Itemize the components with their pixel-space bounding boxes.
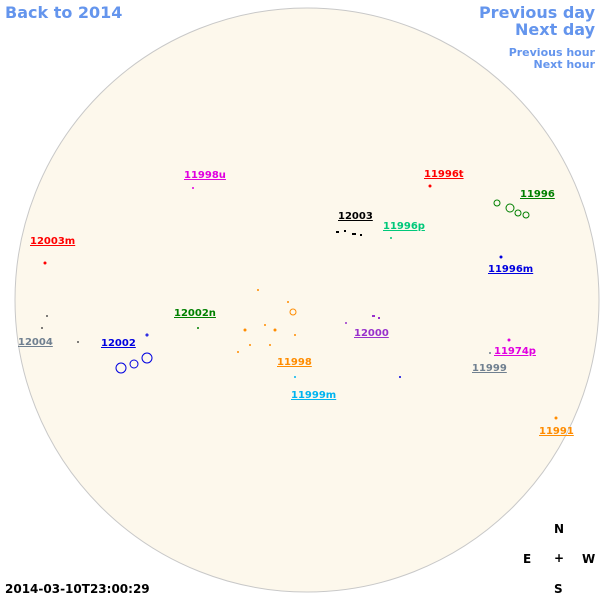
region-label[interactable]: 12002n — [174, 308, 216, 319]
back-link[interactable]: Back to 2014 — [5, 3, 123, 22]
next-day-link[interactable]: Next day — [515, 20, 595, 39]
compass-south: S — [554, 582, 563, 596]
previous-hour-link[interactable]: Previous hour — [508, 46, 595, 59]
compass-center: + — [554, 551, 565, 565]
region-label[interactable]: 12004 — [18, 337, 53, 348]
region-label[interactable]: 12003 — [338, 211, 373, 222]
region-label[interactable]: 11996p — [383, 221, 425, 232]
region-label[interactable]: 12002 — [101, 338, 136, 349]
compass-north: N — [554, 522, 565, 536]
region-label[interactable]: 11998u — [184, 170, 226, 181]
region-label[interactable]: 11998 — [277, 357, 312, 368]
region-label[interactable]: 11974p — [494, 346, 536, 357]
region-label[interactable]: 11991 — [539, 426, 574, 437]
previous-day-link[interactable]: Previous day — [478, 3, 595, 22]
timestamp: 2014-03-10T23:00:29 — [5, 582, 150, 596]
region-label[interactable]: 11996t — [424, 169, 464, 180]
region-label[interactable]: 11996m — [488, 264, 534, 275]
region-label[interactable]: 12000 — [354, 328, 389, 339]
region-label[interactable]: 11999m — [291, 390, 337, 401]
next-hour-link[interactable]: Next hour — [533, 58, 596, 71]
compass-east: E — [523, 552, 532, 566]
region-label[interactable]: 11996 — [520, 189, 555, 200]
sunspots — [41, 184, 558, 420]
region-label[interactable]: 11999 — [472, 363, 507, 374]
region-label[interactable]: 12003m — [30, 236, 76, 247]
compass-west: W — [582, 552, 596, 566]
solar-disk — [14, 7, 600, 593]
